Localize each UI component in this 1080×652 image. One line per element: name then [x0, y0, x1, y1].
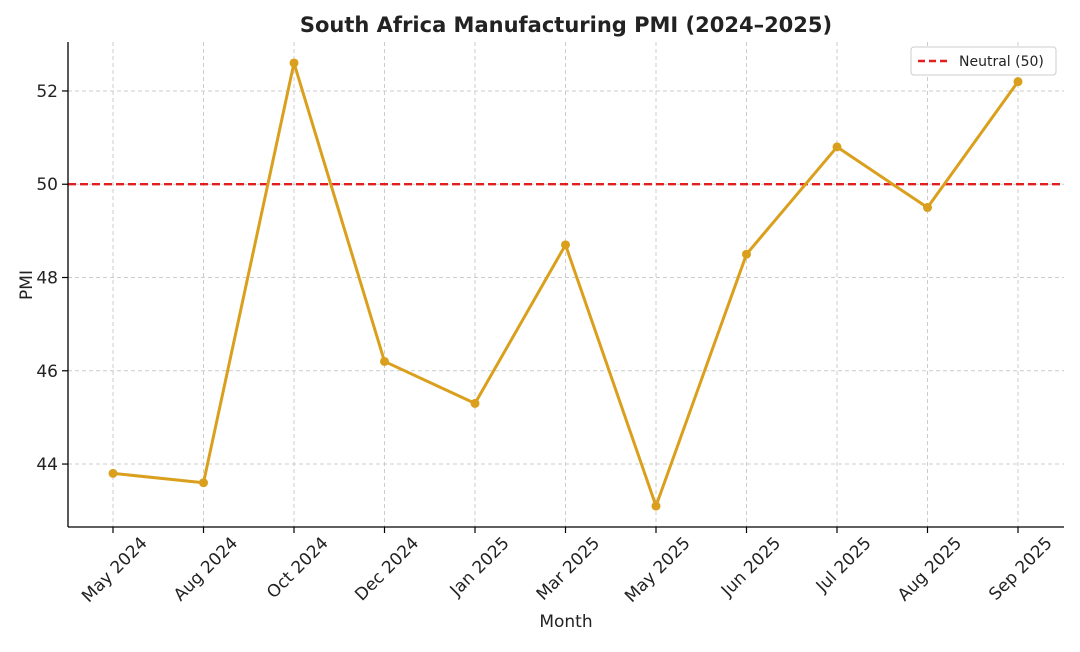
x-tick-label: Mar 2025	[533, 533, 604, 604]
data-point	[651, 501, 661, 511]
data-point	[832, 142, 842, 152]
data-point	[561, 240, 570, 250]
x-tick-label: Dec 2024	[351, 533, 423, 605]
x-tick-label: May 2024	[78, 533, 151, 606]
data-point	[1013, 77, 1023, 87]
x-tick-label: Jul 2025	[812, 533, 876, 597]
data-point	[742, 249, 751, 259]
y-tick-label: 50	[36, 175, 58, 195]
chart-title: South Africa Manufacturing PMI (2024–202…	[300, 13, 832, 37]
y-tick-label: 52	[36, 82, 58, 102]
y-tick-label: 46	[36, 362, 58, 382]
series-layer	[108, 58, 1023, 511]
x-tick-label: Jun 2025	[717, 533, 785, 601]
x-axis-label: Month	[539, 612, 592, 632]
grid	[68, 42, 1064, 527]
data-point	[923, 203, 932, 213]
data-point	[199, 478, 208, 488]
x-tick-label: Jan 2025	[446, 533, 514, 601]
data-point	[289, 58, 299, 68]
data-point	[380, 356, 389, 366]
x-tick-label: Sep 2025	[985, 533, 1056, 604]
data-point	[470, 398, 480, 408]
x-tick-label: Oct 2024	[263, 533, 332, 602]
y-tick-label: 44	[36, 455, 58, 475]
x-tick-label: Aug 2025	[894, 533, 966, 605]
legend-label: Neutral (50)	[959, 54, 1044, 70]
legend-box	[910, 46, 1057, 76]
x-tick-label: Aug 2024	[170, 533, 242, 605]
x-tick-label: May 2025	[621, 533, 694, 606]
y-tick-label: 48	[36, 269, 58, 289]
y-axis-label: PMI	[17, 270, 37, 300]
x-ticks: May 2024 Aug 2024 Oct 2024 Dec 2024 Jan 2025…	[78, 527, 1057, 607]
data-point	[108, 468, 118, 478]
legend: Neutral (50)	[910, 46, 1057, 76]
y-ticks: 44 46 48 50 52	[36, 82, 68, 475]
